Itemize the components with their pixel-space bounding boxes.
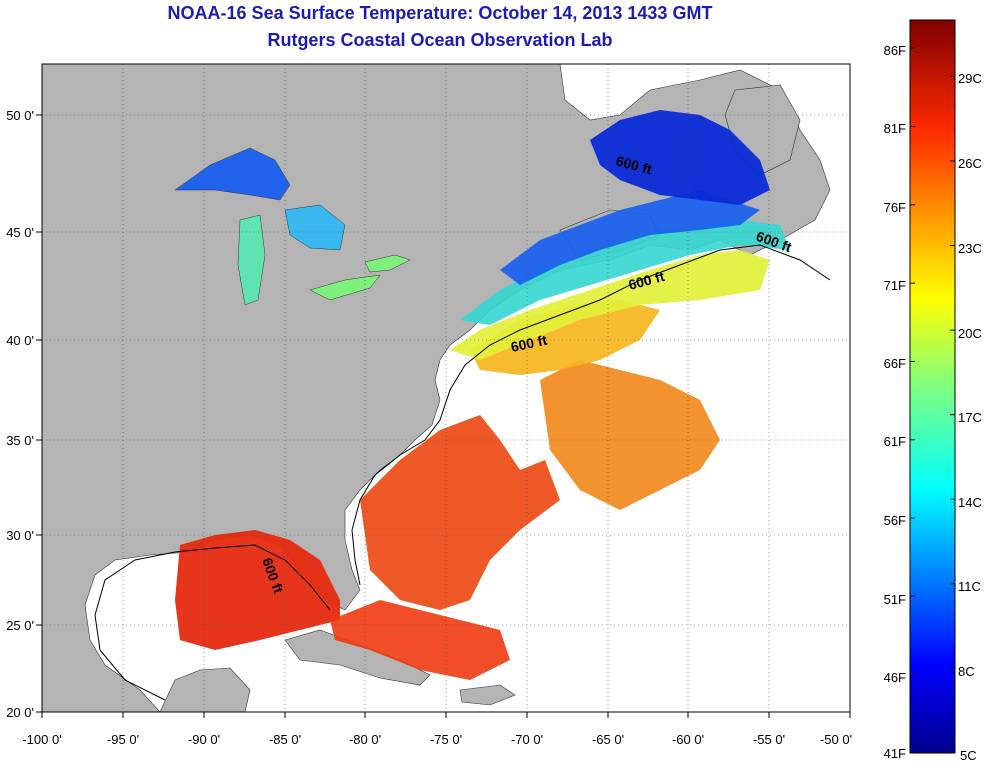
colorbar-c-label: 8C <box>958 664 975 679</box>
sst-gulf-of-mexico <box>175 530 340 650</box>
colorbar-f-label: 81F <box>884 121 906 136</box>
sst-sargasso-warm <box>360 415 560 610</box>
lake-superior <box>174 147 291 201</box>
contour-label: 600 ft <box>509 332 548 355</box>
colorbar-c-label: 14C <box>958 495 982 510</box>
lon-tick-label: -80 0' <box>349 732 381 747</box>
map-layers: 600 ft 600 ft 600 ft 600 ft 600 ft <box>42 64 850 712</box>
lat-tick-label: 20 0' <box>6 705 34 720</box>
lake-ontario <box>364 254 411 273</box>
sst-shelf-green-cyan <box>460 220 790 325</box>
sst-slope-yellow-orange <box>470 300 660 375</box>
lake-michigan <box>237 214 266 306</box>
lon-tick-label: -55 0' <box>753 732 785 747</box>
map-tick-marks <box>36 114 851 718</box>
lon-tick-label: -70 0' <box>511 732 543 747</box>
sst-gulfstream-orange <box>540 360 720 510</box>
yucatan-land <box>159 667 251 712</box>
sst-caribbean-straits <box>330 600 510 680</box>
hispaniola-land <box>459 684 516 706</box>
lon-tick-label: -100 0' <box>22 732 61 747</box>
temperature-colorbar: 41F 46F 51F 56F 61F 66F 71F 76F 81F 86F … <box>884 19 982 763</box>
colorbar-c-label: 29C <box>958 71 982 86</box>
sst-gulf-st-lawrence <box>590 110 770 205</box>
colorbar-f-label: 61F <box>884 434 906 449</box>
colorbar-c-label: 20C <box>958 326 982 341</box>
colorbar-f-label: 51F <box>884 592 906 607</box>
lat-tick-label: 25 0' <box>6 618 34 633</box>
colorbar-f-label: 41F <box>884 746 906 761</box>
lon-tick-label: -65 0' <box>592 732 624 747</box>
colorbar-c-label: 26C <box>958 156 982 171</box>
lon-tick-label: -50 0' <box>820 732 852 747</box>
lat-tick-label: 50 0' <box>6 108 34 123</box>
lon-tick-label: -60 0' <box>672 732 704 747</box>
isobath-600ft-atlantic <box>351 244 831 586</box>
lake-erie <box>309 274 381 301</box>
colorbar-f-label: 86F <box>884 43 906 58</box>
colorbar-c-label: 11C <box>958 579 981 594</box>
colorbar-gradient <box>909 19 956 754</box>
lat-tick-label: 35 0' <box>6 433 34 448</box>
sst-gulf-of-maine-blue <box>500 190 760 285</box>
lake-huron <box>284 204 346 251</box>
lat-tick-label: 40 0' <box>6 333 34 348</box>
graticule <box>42 64 850 712</box>
colorbar-f-label: 71F <box>884 278 906 293</box>
colorbar-f-label: 56F <box>884 513 906 528</box>
colorbar-f-label: 76F <box>884 200 906 215</box>
sst-slope-yellow <box>450 250 770 360</box>
map-title: NOAA-16 Sea Surface Temperature: October… <box>167 3 713 23</box>
colorbar-c-label: 5C <box>960 748 977 763</box>
colorbar-f-label: 66F <box>884 356 906 371</box>
map-subtitle: Rutgers Coastal Ocean Observation Lab <box>267 30 613 50</box>
isobath-600ft-gulf <box>94 544 331 701</box>
colorbar-f-label: 46F <box>884 670 906 685</box>
colorbar-c-label: 17C <box>958 410 982 425</box>
lat-tick-label: 45 0' <box>6 225 34 240</box>
lon-tick-label: -90 0' <box>188 732 220 747</box>
lon-tick-label: -95 0' <box>107 732 139 747</box>
lon-tick-label: -85 0' <box>269 732 301 747</box>
lat-tick-label: 30 0' <box>6 528 34 543</box>
latitude-labels: 20 0' 25 0' 30 0' 35 0' 40 0' 45 0' 50 0… <box>6 108 34 720</box>
lon-tick-label: -75 0' <box>430 732 462 747</box>
longitude-labels: -100 0' -95 0' -90 0' -85 0' -80 0' -75 … <box>22 732 852 747</box>
colorbar-c-label: 23C <box>958 241 982 256</box>
